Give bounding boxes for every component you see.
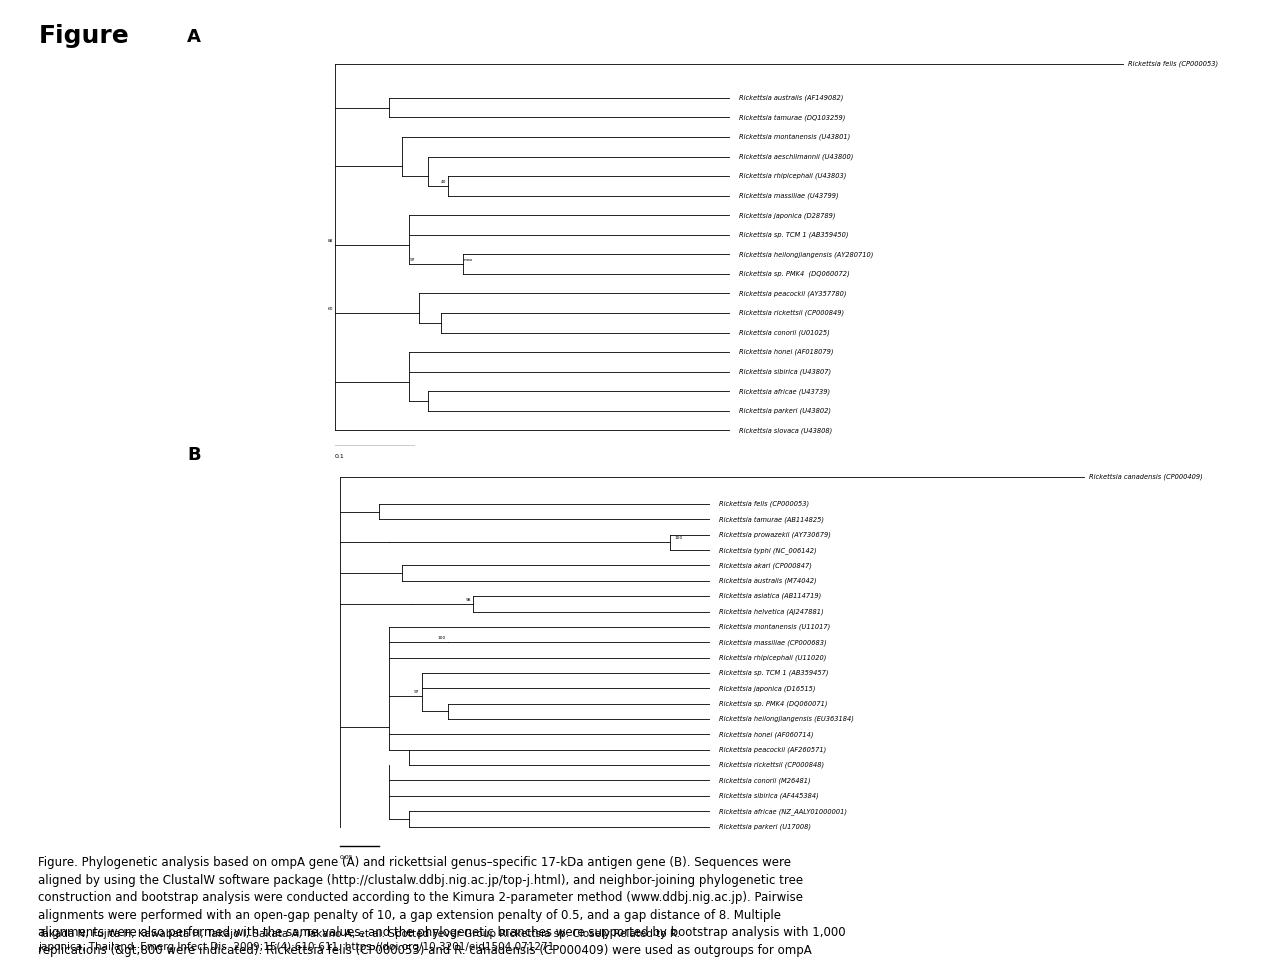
Text: Rickettsia sp. TCM 1 (AB359450): Rickettsia sp. TCM 1 (AB359450) xyxy=(739,231,849,238)
Text: Rickettsia rickettsii (CP000848): Rickettsia rickettsii (CP000848) xyxy=(719,762,824,768)
Text: Rickettsia typhi (NC_006142): Rickettsia typhi (NC_006142) xyxy=(719,546,817,554)
Text: Rickettsia peacockii (AF260571): Rickettsia peacockii (AF260571) xyxy=(719,747,827,753)
Text: Rickettsia massiliae (U43799): Rickettsia massiliae (U43799) xyxy=(739,192,838,199)
Text: Rickettsia sibirica (U43807): Rickettsia sibirica (U43807) xyxy=(739,369,831,375)
Text: Rickettsia australis (M74042): Rickettsia australis (M74042) xyxy=(719,578,817,584)
Text: Takada N, Fujita H, Kawabata H, Takajo I, Sakata A, Takano A, et al. Spotted Fev: Takada N, Fujita H, Kawabata H, Takajo I… xyxy=(38,929,681,952)
Text: 88: 88 xyxy=(328,239,333,243)
Text: Rickettsia rhipicephali (U43803): Rickettsia rhipicephali (U43803) xyxy=(739,173,846,180)
Text: Rickettsia heilongjiangensis (AY280710): Rickettsia heilongjiangensis (AY280710) xyxy=(739,252,873,257)
Text: Rickettsia canadensis (CP000409): Rickettsia canadensis (CP000409) xyxy=(1089,474,1203,480)
Text: Rickettsia prowazekii (AY730679): Rickettsia prowazekii (AY730679) xyxy=(719,532,831,538)
Text: Rickettsia montanensis (U11017): Rickettsia montanensis (U11017) xyxy=(719,624,831,630)
Text: Rickettsia felis (CP000053): Rickettsia felis (CP000053) xyxy=(1128,60,1219,67)
Text: 100: 100 xyxy=(438,636,447,640)
Text: B: B xyxy=(187,446,201,465)
Text: Rickettsia honei (AF060714): Rickettsia honei (AF060714) xyxy=(719,732,814,737)
Text: Rickettsia helvetica (AJ247881): Rickettsia helvetica (AJ247881) xyxy=(719,609,824,614)
Text: Rickettsia rickettsii (CP000849): Rickettsia rickettsii (CP000849) xyxy=(739,310,844,317)
Text: A: A xyxy=(187,28,201,46)
Text: Rickettsia akari (CP000847): Rickettsia akari (CP000847) xyxy=(719,563,812,568)
Text: Rickettsia massiliae (CP000683): Rickettsia massiliae (CP000683) xyxy=(719,639,827,645)
Text: Rickettsia japonica (D16515): Rickettsia japonica (D16515) xyxy=(719,685,815,691)
Text: 40: 40 xyxy=(440,180,447,184)
Text: Rickettsia sp. TCM 1 (AB359457): Rickettsia sp. TCM 1 (AB359457) xyxy=(719,670,828,676)
Text: Rickettsia sp. PMK4 (DQ060071): Rickettsia sp. PMK4 (DQ060071) xyxy=(719,701,828,707)
Text: Rickettsia heilongjiangensis (EU363184): Rickettsia heilongjiangensis (EU363184) xyxy=(719,716,854,722)
Text: Rickettsia tamurae (AB114825): Rickettsia tamurae (AB114825) xyxy=(719,516,824,522)
Text: 98: 98 xyxy=(466,598,471,602)
Text: Rickettsia asiatica (AB114719): Rickettsia asiatica (AB114719) xyxy=(719,593,822,599)
Text: Rickettsia parkeri (U17008): Rickettsia parkeri (U17008) xyxy=(719,824,812,829)
Text: 60: 60 xyxy=(328,307,333,311)
Text: Figure: Figure xyxy=(38,24,129,48)
Text: Rickettsia africae (NZ_AALY01000001): Rickettsia africae (NZ_AALY01000001) xyxy=(719,807,847,815)
Text: 0.1: 0.1 xyxy=(335,454,344,460)
Text: Rickettsia rhipicephali (U11020): Rickettsia rhipicephali (U11020) xyxy=(719,655,827,660)
Text: Rickettsia felis (CP000053): Rickettsia felis (CP000053) xyxy=(719,501,809,507)
Text: Rickettsia sibirica (AF445384): Rickettsia sibirica (AF445384) xyxy=(719,793,819,799)
Text: Rickettsia australis (AF149082): Rickettsia australis (AF149082) xyxy=(739,94,844,101)
Text: Figure. Phylogenetic analysis based on ompA gene (A) and rickettsial genus–speci: Figure. Phylogenetic analysis based on o… xyxy=(38,856,846,960)
Text: Rickettsia sp. PMK4  (DQ060072): Rickettsia sp. PMK4 (DQ060072) xyxy=(739,271,850,277)
Text: 100: 100 xyxy=(675,537,684,540)
Text: Rickettsia montanensis (U43801): Rickettsia montanensis (U43801) xyxy=(739,133,850,140)
Text: Rickettsia tamurae (DQ103259): Rickettsia tamurae (DQ103259) xyxy=(739,114,845,121)
Text: Rickettsia conorii (M26481): Rickettsia conorii (M26481) xyxy=(719,778,810,783)
Text: 0.05: 0.05 xyxy=(339,855,353,860)
Text: Rickettsia honei (AF018079): Rickettsia honei (AF018079) xyxy=(739,348,833,355)
Text: Rickettsia conorii (U01025): Rickettsia conorii (U01025) xyxy=(739,329,829,336)
Text: 97: 97 xyxy=(415,690,420,694)
Text: max: max xyxy=(463,258,474,262)
Text: Rickettsia aeschlimannii (U43800): Rickettsia aeschlimannii (U43800) xyxy=(739,154,854,159)
Text: Rickettsia japonica (D28789): Rickettsia japonica (D28789) xyxy=(739,212,836,219)
Text: Rickettsia slovaca (U43808): Rickettsia slovaca (U43808) xyxy=(739,427,832,434)
Text: Rickettsia africae (U43739): Rickettsia africae (U43739) xyxy=(739,388,829,395)
Text: 97: 97 xyxy=(410,258,415,262)
Text: Rickettsia peacockii (AY357780): Rickettsia peacockii (AY357780) xyxy=(739,290,846,297)
Text: Rickettsia parkeri (U43802): Rickettsia parkeri (U43802) xyxy=(739,408,831,414)
